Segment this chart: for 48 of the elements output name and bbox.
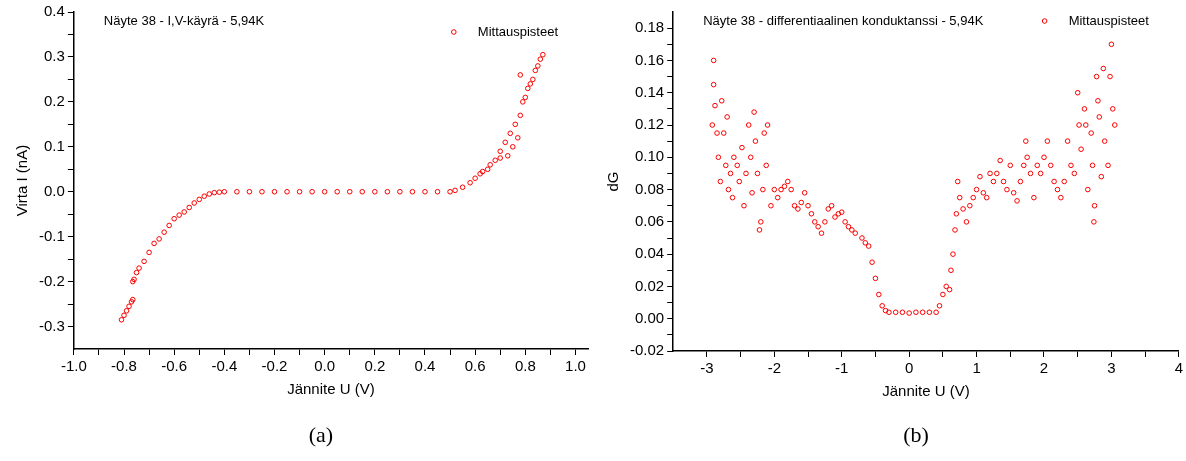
- x-tick-label: 3: [1107, 359, 1116, 377]
- y-tick-label: 0.06: [634, 212, 665, 229]
- y-tick-label: -0.1: [38, 226, 65, 244]
- text: (a): [308, 421, 334, 447]
- y-axis-title: dG: [604, 171, 622, 192]
- y-tick-label: -0.02: [629, 341, 665, 359]
- x-tick-label: 0.0: [314, 357, 336, 375]
- x-tick-label: -0.2: [261, 357, 288, 375]
- text: (b): [903, 421, 929, 447]
- x-tick-label: 2: [1039, 359, 1049, 377]
- y-tick-label: -0.2: [38, 271, 65, 289]
- y-tick-label: 0.08: [634, 179, 665, 197]
- x-tick-label: -2: [767, 359, 781, 377]
- x-tick-label: 0.8: [514, 357, 536, 375]
- y-tick-label: 0.14: [634, 82, 665, 100]
- x-tick-label: -0.6: [161, 357, 188, 375]
- y-tick-label: 0.18: [634, 18, 665, 36]
- y-tick-label: 0.0: [43, 181, 65, 199]
- y-tick-label: 0.12: [634, 115, 665, 133]
- y-axis-title: Virta I (nA): [13, 144, 31, 217]
- x-tick-label: -1: [835, 359, 849, 377]
- y-tick-label: 0.3: [43, 47, 65, 65]
- y-tick-label: 0.04: [634, 244, 665, 262]
- y-tick-label: 0.10: [634, 147, 665, 165]
- x-axis-title: Jännite U (V): [287, 380, 375, 398]
- x-tick-label: -1.0: [60, 357, 87, 375]
- chart-title: Näyte 38 - differentiaalinen konduktanssi - 5,94K: [703, 12, 984, 28]
- y-tick-label: 0.4: [43, 2, 65, 20]
- y-tick-label: 0.00: [634, 308, 665, 326]
- legend-label: Mittauspisteet: [477, 23, 559, 39]
- x-tick-label: 0.2: [364, 357, 386, 375]
- x-tick-label: 0: [904, 359, 914, 377]
- y-tick-label: -0.3: [38, 316, 65, 334]
- y-tick-label: 0.16: [634, 50, 665, 68]
- x-tick-label: 0.6: [464, 357, 486, 375]
- x-tick-label: -0.8: [111, 357, 137, 375]
- y-tick-label: 0.02: [634, 276, 665, 294]
- x-tick-label: 1.0: [565, 357, 586, 375]
- legend-label: Mittauspisteet: [1068, 12, 1150, 28]
- x-axis-title: Jännite U (V): [882, 382, 970, 400]
- y-tick-label: 0.2: [43, 92, 65, 110]
- x-tick-label: -3: [700, 359, 714, 377]
- chart-title: Näyte 38 - I,V-käyrä - 5,94K: [103, 12, 265, 28]
- y-tick-label: 0.1: [43, 136, 65, 154]
- x-tick-label: 1: [972, 359, 981, 377]
- x-tick-label: 0.4: [414, 357, 436, 375]
- x-tick-label: -0.4: [211, 357, 238, 375]
- x-tick-label: 4: [1174, 359, 1183, 377]
